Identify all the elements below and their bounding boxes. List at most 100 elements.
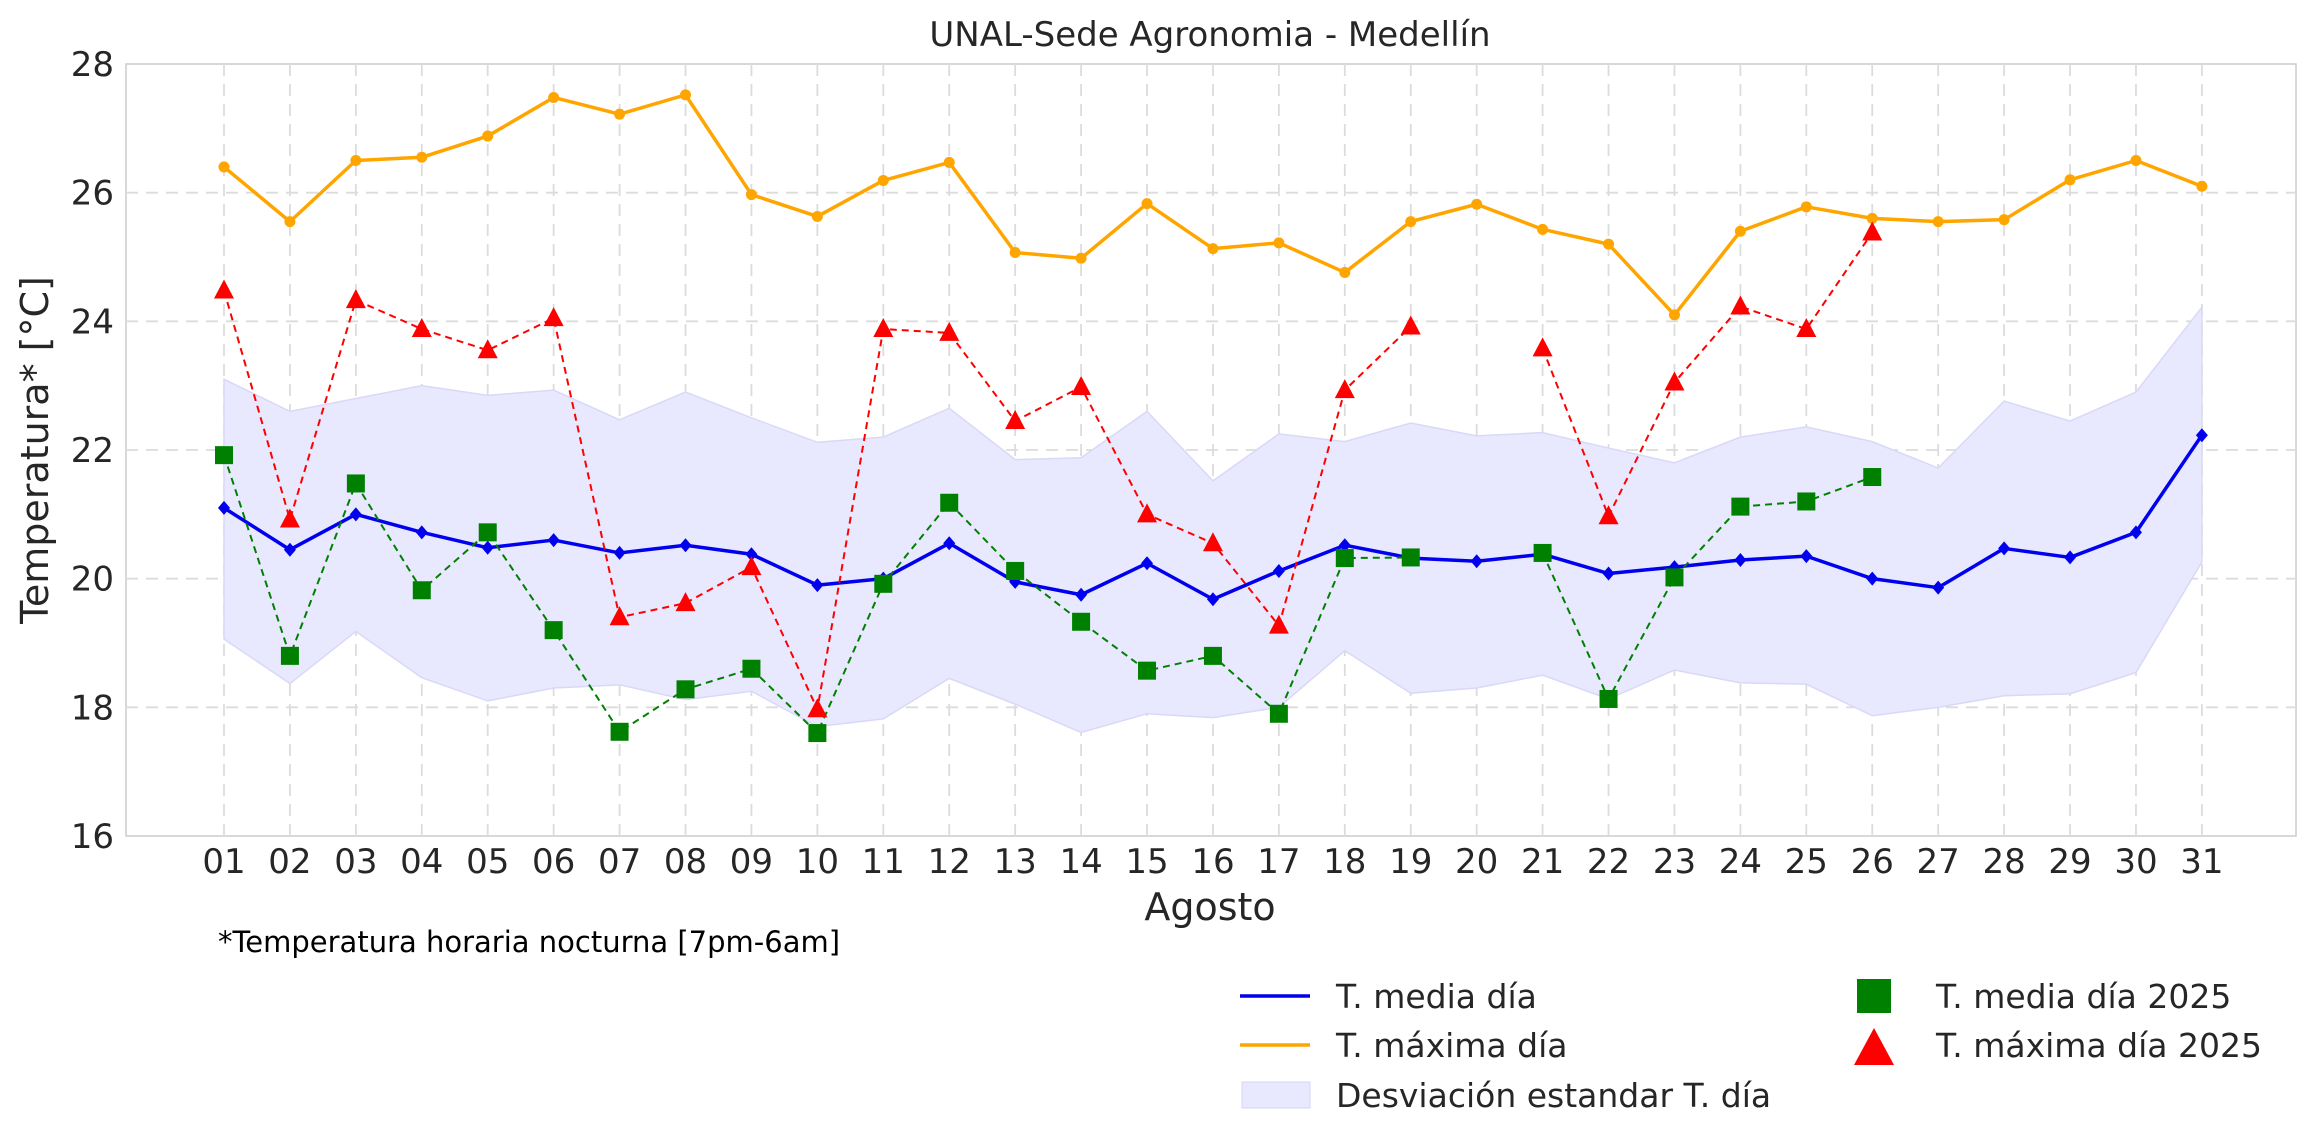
legend: T. media día T. máxima día Desviación es… [1240,977,2262,1115]
series-1-point-12 [943,156,955,168]
series-3-point-16 [1203,646,1222,665]
series-3-point-11 [874,574,893,593]
series-0-point-16 [1206,592,1219,607]
x-tick-29: 29 [2048,842,2091,882]
x-tick-05: 05 [466,842,509,882]
x-tick-13: 13 [994,842,1037,882]
series-3-point-14 [1072,612,1091,631]
series-4-point-03 [345,289,366,309]
x-tick-12: 12 [928,842,971,882]
series-0-point-27 [1932,580,1945,595]
x-tick-30: 30 [2114,842,2157,882]
series-1-point-18 [1339,266,1351,278]
series-0-point-20 [1470,554,1483,569]
series-4-point-05 [477,339,498,359]
series-0-point-30 [2129,525,2142,540]
y-tick-labels: 16 18 20 22 24 26 28 [71,45,114,857]
series-1-point-20 [1471,198,1483,210]
series-4-point-09 [741,556,762,576]
series-4-point-06 [543,307,564,327]
x-tick-09: 09 [730,842,773,882]
y-tick-20: 20 [71,560,114,600]
series-4-point-19 [1400,315,1421,335]
series-0-point-02 [283,542,296,557]
legend-label-media: T. media día [1335,977,1537,1016]
series-1-point-03 [350,155,362,166]
series-0-point-09 [745,547,758,562]
series-3-point-17 [1269,704,1288,723]
y-tick-22: 22 [71,431,114,471]
x-tick-27: 27 [1917,842,1960,882]
series-1-point-15 [1141,198,1153,210]
legend-swatch-media-2025 [1857,979,1891,1013]
x-tick-02: 02 [268,842,311,882]
series-3-point-23 [1665,568,1684,587]
x-tick-26: 26 [1851,842,1894,882]
series-1-point-02 [284,216,296,228]
x-tick-04: 04 [400,842,443,882]
legend-label-std-band: Desviación estandar T. día [1336,1076,1771,1115]
x-tick-11: 11 [862,842,905,882]
y-tick-26: 26 [71,174,114,214]
series-4-point-01 [214,279,234,299]
x-tick-labels: 01 02 03 04 05 06 07 08 09 10 11 12 13 14 15 16 17 18 19 20… [202,842,2223,882]
x-tick-24: 24 [1719,842,1762,882]
x-tick-08: 08 [664,842,707,882]
series-1-point-17 [1273,237,1285,249]
x-tick-03: 03 [334,842,377,882]
series-3-point-04 [412,581,431,600]
series-3-point-06 [544,621,563,640]
series-1-point-29 [2064,174,2076,186]
series-4-point-17 [1268,614,1289,634]
series-1-point-26 [1866,212,1878,224]
series-0-point-06 [547,533,560,548]
series-3-point-25 [1797,492,1816,511]
y-axis-label: Temperatura* [°C] [13,276,57,625]
series-3-line-1 [1541,476,1873,700]
x-tick-14: 14 [1059,842,1102,882]
series-0-point-01 [218,500,230,515]
x-axis-label: Agosto [1144,885,1275,929]
series-0-point-07 [613,545,626,560]
series-4-point-24 [1730,295,1751,315]
series-1-point-21 [1537,223,1549,235]
series-1-point-07 [614,108,626,120]
y-tick-24: 24 [71,302,114,342]
series-1-point-24 [1734,225,1746,237]
series-3-point-21 [1533,543,1552,562]
series-0-point-08 [679,538,692,553]
y-tick-18: 18 [71,688,114,728]
series-0-point-03 [349,507,362,522]
series-1-point-16 [1207,243,1219,255]
series-4-point-07 [609,606,630,626]
series-1-point-23 [1668,309,1680,321]
series-4-point-04 [411,318,432,338]
series-1-point-04 [416,151,428,163]
legend-swatch-std-band [1241,1081,1311,1109]
std-band-layer [223,304,2203,734]
series-0-point-29 [2064,550,2077,565]
series-4-point-16 [1202,532,1223,552]
series-0-point-12 [943,536,956,551]
series-4-point-12 [939,321,960,341]
series-1-point-14 [1075,252,1087,264]
legend-label-maxima-2025: T. máxima día 2025 [1935,1026,2262,1065]
series-3-point-18 [1335,549,1354,568]
series-1-point-30 [2130,155,2142,166]
series-4-point-23 [1664,371,1685,391]
series-3-point-07 [610,722,629,741]
x-tick-06: 06 [532,842,575,882]
x-tick-16: 16 [1191,842,1234,882]
x-tick-20: 20 [1455,842,1498,882]
series-3-point-19 [1401,548,1420,567]
x-tick-10: 10 [796,842,839,882]
series-3-point-10 [808,724,827,743]
series-0-point-31 [2195,428,2208,443]
series-4-point-08 [675,592,696,612]
series-0-point-04 [415,525,428,540]
x-tick-25: 25 [1785,842,1828,882]
series-1-point-08 [680,89,692,101]
series-0-point-05 [481,540,494,555]
footnote: *Temperatura horaria nocturna [7pm-6am] [218,925,840,959]
